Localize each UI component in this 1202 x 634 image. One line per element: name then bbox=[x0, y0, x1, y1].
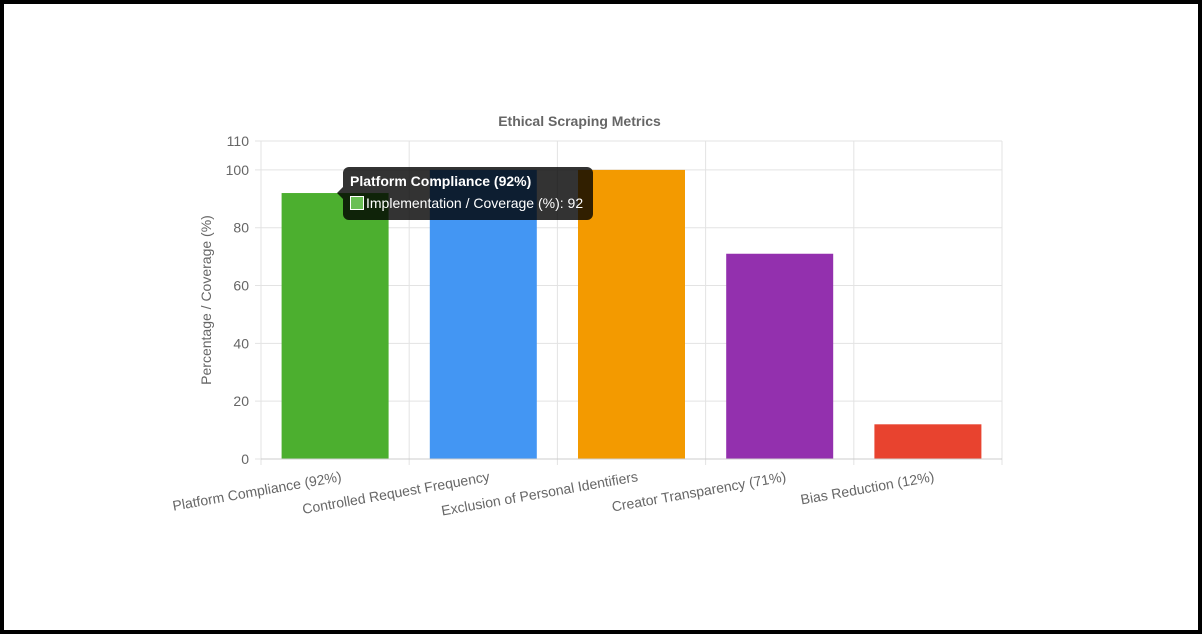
y-axis-title: Percentage / Coverage (%) bbox=[198, 215, 214, 385]
x-tick-label: Bias Reduction (12%) bbox=[799, 468, 935, 507]
tooltip: Platform Compliance (92%) Implementation… bbox=[337, 167, 593, 220]
y-tick-label: 110 bbox=[227, 133, 250, 149]
chart-title: Ethical Scraping Metrics bbox=[498, 113, 661, 129]
y-tick-label: 60 bbox=[233, 278, 249, 294]
bar bbox=[874, 424, 982, 459]
y-tick-label: 20 bbox=[233, 393, 249, 409]
y-tick-label: 0 bbox=[241, 451, 249, 467]
bar bbox=[281, 193, 389, 459]
y-tick-label: 100 bbox=[226, 162, 250, 178]
tooltip-title: Platform Compliance (92%) bbox=[350, 173, 532, 189]
y-tick-label: 80 bbox=[233, 220, 249, 236]
bar bbox=[726, 253, 834, 459]
bar bbox=[578, 169, 685, 459]
y-tick-label: 40 bbox=[233, 335, 249, 351]
tooltip-swatch bbox=[350, 196, 364, 210]
tooltip-body: Implementation / Coverage (%): 92 bbox=[366, 195, 584, 211]
